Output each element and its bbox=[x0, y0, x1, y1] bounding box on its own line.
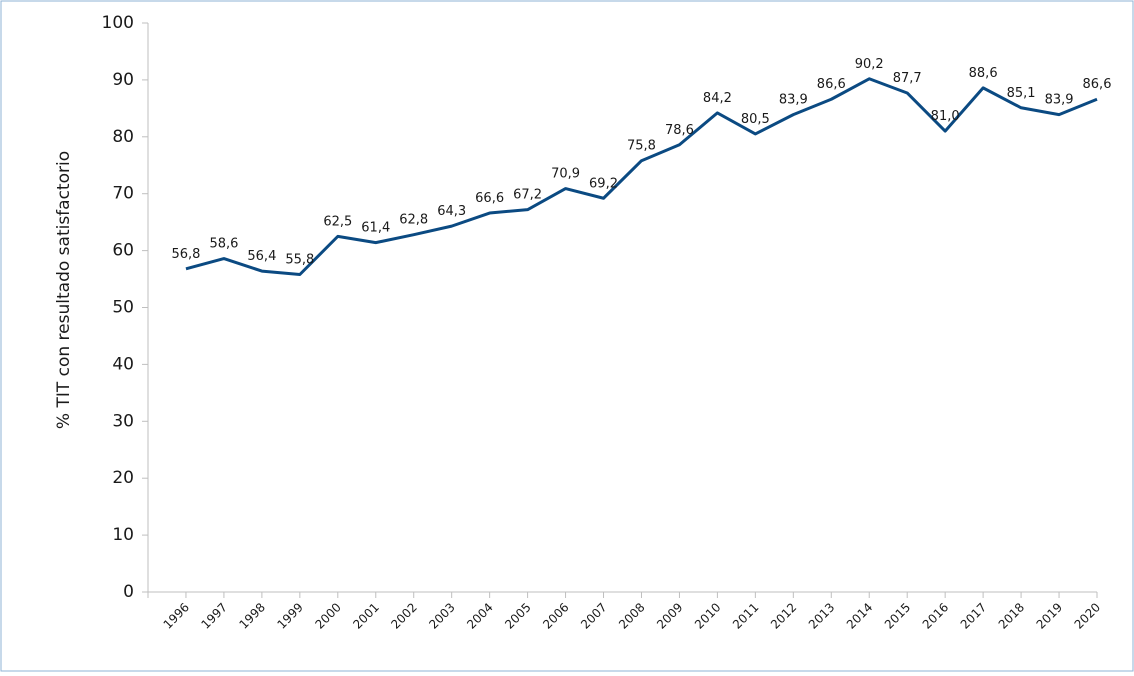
x-tick-label: 1999 bbox=[274, 600, 305, 631]
data-label: 83,9 bbox=[779, 93, 808, 108]
data-label: 86,6 bbox=[1083, 77, 1112, 92]
y-tick-label: 80 bbox=[112, 127, 134, 147]
data-label: 58,6 bbox=[209, 237, 238, 252]
data-label: 81,0 bbox=[931, 109, 960, 124]
data-label: 55,8 bbox=[285, 252, 314, 267]
data-label: 62,5 bbox=[323, 214, 352, 229]
x-tick-label: 2012 bbox=[768, 600, 799, 631]
data-label: 69,2 bbox=[589, 176, 618, 191]
line bbox=[185, 77, 1098, 276]
data-label: 87,7 bbox=[893, 71, 922, 86]
x-tick-label: 2019 bbox=[1034, 600, 1065, 631]
data-label: 62,8 bbox=[399, 213, 428, 228]
x-tick-label: 2011 bbox=[730, 600, 761, 631]
data-label: 90,2 bbox=[855, 57, 884, 72]
data-label: 83,9 bbox=[1045, 93, 1074, 108]
x-tick-label: 2010 bbox=[692, 600, 723, 631]
data-label: 80,5 bbox=[741, 112, 770, 127]
data-label: 70,9 bbox=[551, 167, 580, 182]
x-tick-label: 2005 bbox=[502, 600, 533, 631]
x-tick-label: 2006 bbox=[540, 600, 571, 631]
x-tick-label: 2003 bbox=[426, 600, 457, 631]
x-tick-label: 2015 bbox=[882, 600, 913, 631]
y-tick-label: 30 bbox=[112, 411, 134, 431]
data-label: 78,6 bbox=[665, 123, 694, 138]
x-tick-label: 2020 bbox=[1072, 600, 1103, 631]
x-tick-label: 2013 bbox=[806, 600, 837, 631]
x-tick-label: 2007 bbox=[578, 600, 609, 631]
x-tick-label: 2017 bbox=[958, 600, 989, 631]
x-tick-label: 2004 bbox=[464, 600, 495, 631]
data-label: 88,6 bbox=[969, 66, 998, 81]
y-tick-label: 90 bbox=[112, 70, 134, 90]
y-tick-label: 70 bbox=[112, 184, 134, 204]
y-axis-label: % TIT con resultado satisfactorio bbox=[54, 151, 74, 429]
data-label: 64,3 bbox=[437, 204, 466, 219]
y-tick-label: 50 bbox=[112, 298, 134, 318]
data-label: 84,2 bbox=[703, 91, 732, 106]
x-tick-label: 2009 bbox=[654, 600, 685, 631]
x-tick-label: 2018 bbox=[996, 600, 1027, 631]
y-tick-label: 10 bbox=[112, 525, 134, 545]
data-label: 67,2 bbox=[513, 188, 542, 203]
y-tick-label: 40 bbox=[112, 354, 134, 374]
x-tick-label: 1997 bbox=[199, 600, 230, 631]
x-tick-label: 1996 bbox=[161, 600, 192, 631]
x-tick-label: 2016 bbox=[920, 600, 951, 631]
y-tick-label: 0 bbox=[123, 582, 134, 602]
y-tick-label: 100 bbox=[102, 13, 134, 33]
data-label: 56,8 bbox=[171, 247, 200, 262]
data-label: 75,8 bbox=[627, 139, 656, 154]
data-label: 61,4 bbox=[361, 221, 390, 236]
data-label: 66,6 bbox=[475, 191, 504, 206]
y-tick-label: 20 bbox=[112, 468, 134, 488]
x-tick-label: 2001 bbox=[350, 600, 381, 631]
y-tick-label: 60 bbox=[112, 241, 134, 261]
x-tick-label: 2014 bbox=[844, 600, 875, 631]
x-tick-label: 2008 bbox=[616, 600, 647, 631]
x-tick-label: 2002 bbox=[388, 600, 419, 631]
x-tick-label: 2000 bbox=[312, 600, 343, 631]
data-label: 85,1 bbox=[1007, 86, 1036, 101]
data-label: 56,4 bbox=[247, 249, 276, 264]
x-tick-label: 1998 bbox=[237, 600, 268, 631]
data-label: 86,6 bbox=[817, 77, 846, 92]
